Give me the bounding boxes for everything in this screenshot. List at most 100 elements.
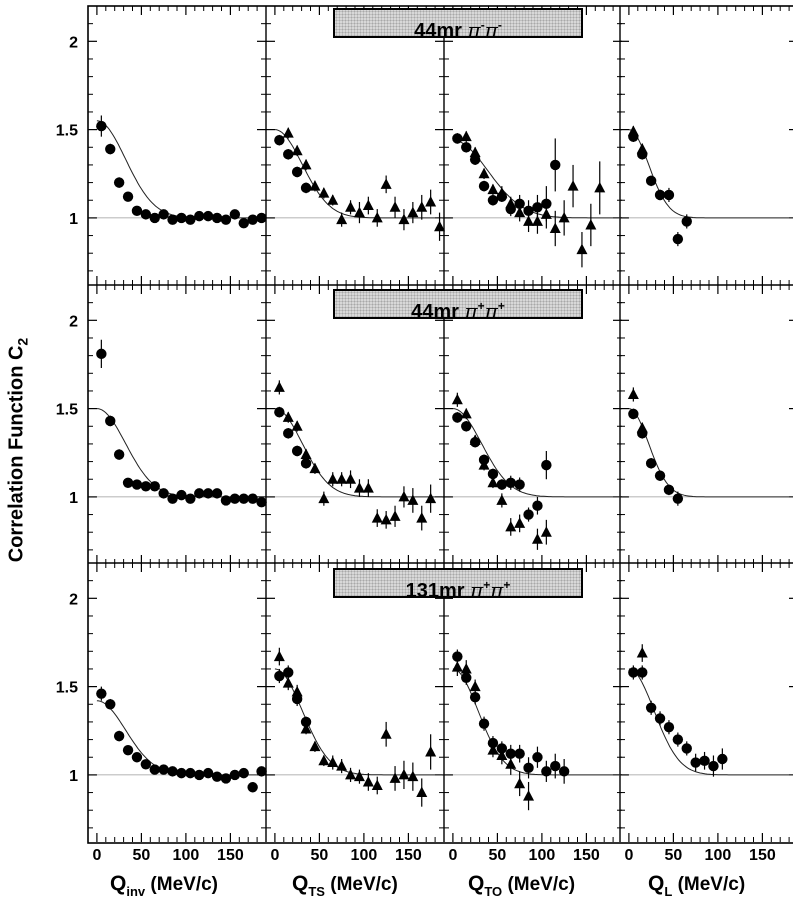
x-tick-label: 50	[133, 847, 151, 864]
panel-r2-c1	[273, 647, 443, 807]
y-tick-label: 1.5	[56, 680, 78, 697]
data-point-triangle	[469, 146, 481, 158]
data-point-triangle	[380, 178, 392, 189]
data-point-circle	[478, 718, 490, 729]
data-point-triangle	[327, 756, 339, 768]
panel-r1-c0	[96, 339, 267, 508]
row-title-131mr-pip-pip: 131mr π+π+	[333, 568, 583, 602]
data-point-triangle	[496, 494, 508, 505]
data-point-triangle	[353, 482, 365, 493]
data-point-circle	[637, 428, 648, 439]
data-point-circle	[523, 509, 534, 520]
x-tick-label: 150	[573, 847, 600, 864]
data-point-circle	[122, 744, 134, 756]
data-point-triangle	[362, 482, 374, 493]
data-point-triangle	[300, 722, 312, 734]
data-point-circle	[211, 212, 223, 224]
y-tick-label: 2	[69, 591, 78, 608]
data-point-triangle	[407, 494, 419, 505]
data-point-triangle	[451, 393, 463, 405]
data-point-circle	[167, 214, 178, 225]
data-point-triangle	[451, 661, 463, 672]
panel-r0-c1	[274, 127, 446, 241]
data-point-circle	[478, 180, 490, 192]
data-point-circle	[300, 182, 312, 194]
data-point-circle	[149, 764, 160, 775]
data-point-circle	[185, 214, 196, 225]
data-point-circle	[469, 154, 481, 165]
data-point-circle	[514, 479, 525, 490]
data-point-circle	[505, 203, 516, 215]
x-axis-label-qto: QTO (MeV/c)	[468, 872, 576, 899]
data-point-circle	[514, 198, 525, 209]
data-point-circle	[699, 755, 710, 766]
data-point-circle	[505, 748, 516, 759]
data-point-circle	[663, 484, 675, 496]
row-title-44mr-pim-pim: 44mr π-π-	[333, 8, 583, 42]
data-point-circle	[229, 769, 241, 781]
data-point-triangle	[460, 407, 472, 419]
data-point-triangle	[318, 187, 330, 198]
data-point-circle	[176, 489, 187, 501]
x-axis-label-qts: QTS (MeV/c)	[292, 872, 398, 899]
data-point-circle	[194, 210, 205, 222]
data-point-circle	[283, 667, 294, 678]
data-point-circle	[158, 764, 169, 775]
x-tick-label: 100	[173, 847, 200, 864]
data-point-circle	[167, 766, 178, 777]
data-point-triangle	[353, 206, 365, 218]
data-point-circle	[645, 702, 657, 713]
data-point-triangle	[371, 779, 383, 790]
data-point-triangle	[505, 758, 517, 769]
data-point-circle	[628, 408, 639, 420]
data-point-triangle	[327, 194, 339, 205]
data-point-circle	[131, 479, 143, 490]
data-point-circle	[122, 191, 134, 202]
y-tick-label: 2	[69, 34, 78, 51]
data-point-triangle	[336, 213, 348, 225]
data-point-triangle	[460, 130, 472, 142]
data-point-circle	[247, 214, 258, 225]
data-point-triangle	[416, 786, 428, 798]
data-point-circle	[158, 488, 169, 499]
data-point-circle	[690, 757, 701, 768]
data-point-triangle	[540, 526, 552, 537]
data-point-circle	[256, 212, 267, 224]
data-point-circle	[663, 722, 675, 733]
data-point-circle	[708, 760, 719, 772]
data-point-circle	[202, 488, 214, 499]
x-tick-label: 0	[624, 847, 633, 864]
data-point-triangle	[282, 677, 294, 688]
data-point-circle	[663, 189, 675, 201]
data-point-circle	[202, 767, 214, 779]
data-point-circle	[461, 421, 472, 432]
data-point-circle	[291, 445, 303, 457]
data-point-circle	[523, 205, 534, 217]
data-point-triangle	[389, 510, 401, 521]
data-point-triangle	[407, 206, 419, 218]
data-point-circle	[96, 348, 107, 360]
data-point-triangle	[291, 420, 303, 431]
row-title-44mr-pip-pip: 44mr π+π+	[333, 289, 583, 323]
data-point-triangle	[282, 127, 294, 138]
data-point-triangle	[362, 775, 374, 787]
data-point-circle	[628, 131, 639, 142]
data-point-triangle	[416, 201, 428, 212]
data-point-circle	[452, 133, 463, 144]
data-point-triangle	[478, 167, 490, 179]
data-point-circle	[452, 651, 463, 662]
panel-r2-c3	[628, 644, 793, 777]
data-point-circle	[185, 767, 196, 779]
data-point-circle	[637, 149, 648, 160]
fit-curve	[628, 668, 793, 776]
x-tick-label: 0	[448, 847, 457, 864]
data-point-circle	[461, 672, 472, 683]
data-point-circle	[149, 481, 160, 492]
data-point-circle	[176, 767, 187, 779]
data-point-triangle	[309, 462, 321, 474]
data-point-circle	[113, 177, 125, 188]
panel-r1-c2	[451, 392, 621, 550]
data-point-triangle	[371, 512, 383, 523]
data-point-triangle	[362, 199, 374, 211]
data-point-triangle	[487, 476, 499, 488]
